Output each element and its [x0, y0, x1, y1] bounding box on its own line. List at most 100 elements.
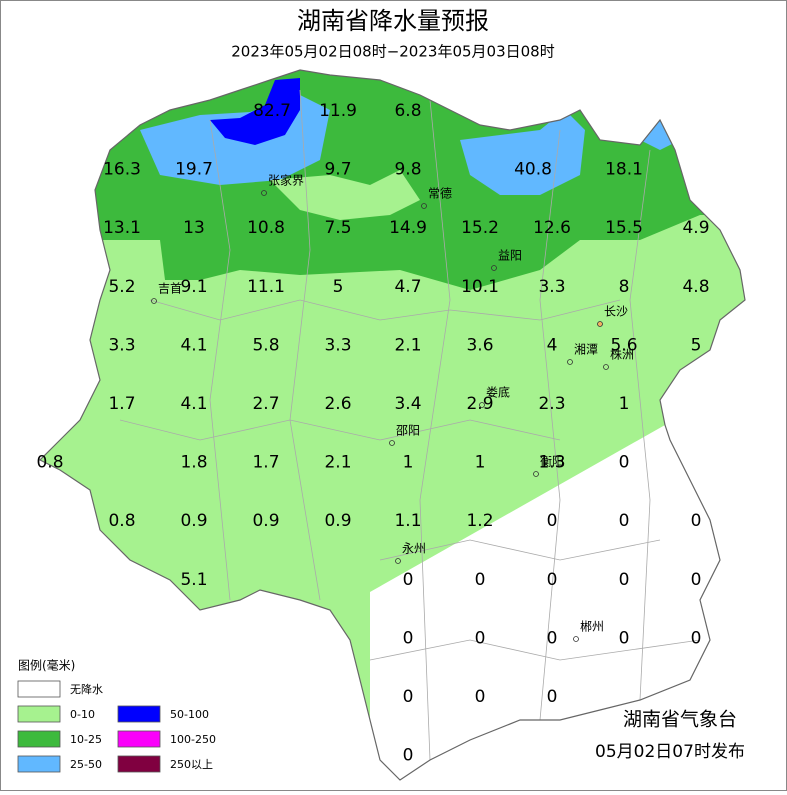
forecast-value: 0: [403, 687, 414, 707]
legend-label: 50-100: [170, 708, 209, 721]
city-dot: [603, 364, 609, 370]
forecast-value: 2.9: [466, 394, 493, 414]
legend-label: 10-25: [70, 733, 102, 746]
forecast-value: 1.1: [394, 511, 421, 531]
forecast-value: 5.1: [180, 570, 207, 590]
forecast-value: 1: [619, 394, 630, 414]
forecast-value: 15.2: [461, 218, 499, 238]
forecast-value: 5.2: [108, 277, 135, 297]
city-label: 娄底: [486, 385, 510, 400]
issued-time: 05月02日07时发布: [595, 742, 745, 762]
forecast-value: 0.9: [180, 511, 207, 531]
forecast-value: 16.3: [103, 160, 141, 180]
forecast-value: 2.3: [538, 394, 565, 414]
area-heavy: [460, 110, 585, 195]
forecast-value: 1.2: [466, 511, 493, 531]
forecast-value: 10.8: [247, 218, 285, 238]
city-label: 邵阳: [396, 424, 420, 438]
forecast-value: 1.8: [180, 453, 207, 473]
forecast-value: 0: [403, 570, 414, 590]
forecast-value: 14.9: [389, 218, 427, 238]
forecast-value: 13.1: [103, 218, 141, 238]
county-lines: [119, 89, 701, 761]
city-dot: [421, 203, 427, 209]
forecast-value: 0.9: [324, 511, 351, 531]
city-dot: [491, 265, 497, 271]
forecast-value: 5.6: [610, 335, 637, 355]
area-torrential: [210, 78, 300, 145]
forecast-value: 3.3: [538, 277, 565, 297]
forecast-value: 4.1: [180, 394, 207, 414]
legend-swatch: [117, 705, 161, 723]
forecast-value: 18.1: [605, 160, 643, 180]
legend-swatch: [17, 755, 61, 773]
issuer: 湖南省气象台: [623, 709, 737, 731]
forecast-value: 11.9: [319, 101, 357, 121]
city-dot: [567, 359, 573, 365]
city-dot: [151, 298, 157, 304]
city-dot: [597, 321, 603, 327]
forecast-value: 0: [619, 453, 630, 473]
forecast-value: 0: [547, 511, 558, 531]
legend-label: 0-10: [70, 708, 95, 721]
forecast-value: 0: [619, 570, 630, 590]
forecast-value: 0: [691, 570, 702, 590]
forecast-value: 9.1: [180, 277, 207, 297]
forecast-value: 40.8: [514, 160, 552, 180]
forecast-value: 82.7: [253, 101, 291, 121]
legend: 无降水 0-10 10-25 25-50 50-100 100-250 250以上: [17, 680, 216, 773]
city-dot: [533, 471, 539, 477]
forecast-value: 12.6: [533, 218, 571, 238]
legend-label: 无降水: [70, 682, 103, 696]
forecast-value: 0: [691, 511, 702, 531]
forecast-value: 1.3: [538, 453, 565, 473]
forecast-value: 2.1: [394, 335, 421, 355]
forecast-value: 1: [403, 453, 414, 473]
legend-label: 25-50: [70, 758, 102, 771]
city-label: 株洲: [610, 347, 634, 362]
area-heavy: [640, 120, 680, 150]
forecast-value: 5: [691, 335, 702, 355]
forecast-value: 0: [475, 628, 486, 648]
forecast-value: 0: [547, 628, 558, 648]
city-dot: [479, 402, 485, 408]
forecast-value: 11.1: [247, 277, 285, 297]
forecast-value: 9.7: [324, 160, 351, 180]
forecast-value: 0: [403, 746, 414, 766]
forecast-value: 3.4: [394, 394, 421, 414]
forecast-value: 1.7: [108, 394, 135, 414]
forecast-value: 0: [619, 511, 630, 531]
forecast-value: 0: [547, 687, 558, 707]
forecast-value: 4.1: [180, 335, 207, 355]
city-dot: [573, 636, 579, 642]
city-label: 湘潭: [574, 342, 598, 357]
forecast-value: 2.1: [324, 453, 351, 473]
forecast-value: 1.7: [252, 453, 279, 473]
forecast-values: 82.7 11.9 6.816.3 19.7 9.7 9.8 40.8 18.113.1 13 1…: [36, 101, 709, 766]
legend-label: 100-250: [170, 733, 216, 746]
legend-swatch: [117, 730, 161, 748]
city-dot: [395, 558, 401, 564]
forecast-value: 3.3: [324, 335, 351, 355]
forecast-value: 8: [619, 277, 630, 297]
city-label: 郴州: [580, 620, 604, 634]
forecast-value: 0: [547, 570, 558, 590]
forecast-value: 2.6: [324, 394, 351, 414]
forecast-value: 4.9: [682, 218, 709, 238]
city-dot: [261, 190, 267, 196]
forecast-value: 9.8: [394, 160, 421, 180]
forecast-value: 5.8: [252, 335, 279, 355]
forecast-value: 0: [475, 687, 486, 707]
forecast-value: 0.8: [36, 453, 63, 473]
forecast-value: 4.7: [394, 277, 421, 297]
city-label: 常德: [428, 186, 452, 201]
forecast-value: 0: [475, 570, 486, 590]
forecast-value: 19.7: [175, 160, 213, 180]
city-label: 吉首: [158, 282, 182, 296]
forecast-value: 6.8: [394, 101, 421, 121]
forecast-value: 10.1: [461, 277, 499, 297]
forecast-value: 1: [475, 453, 486, 473]
forecast-value: 3.6: [466, 335, 493, 355]
